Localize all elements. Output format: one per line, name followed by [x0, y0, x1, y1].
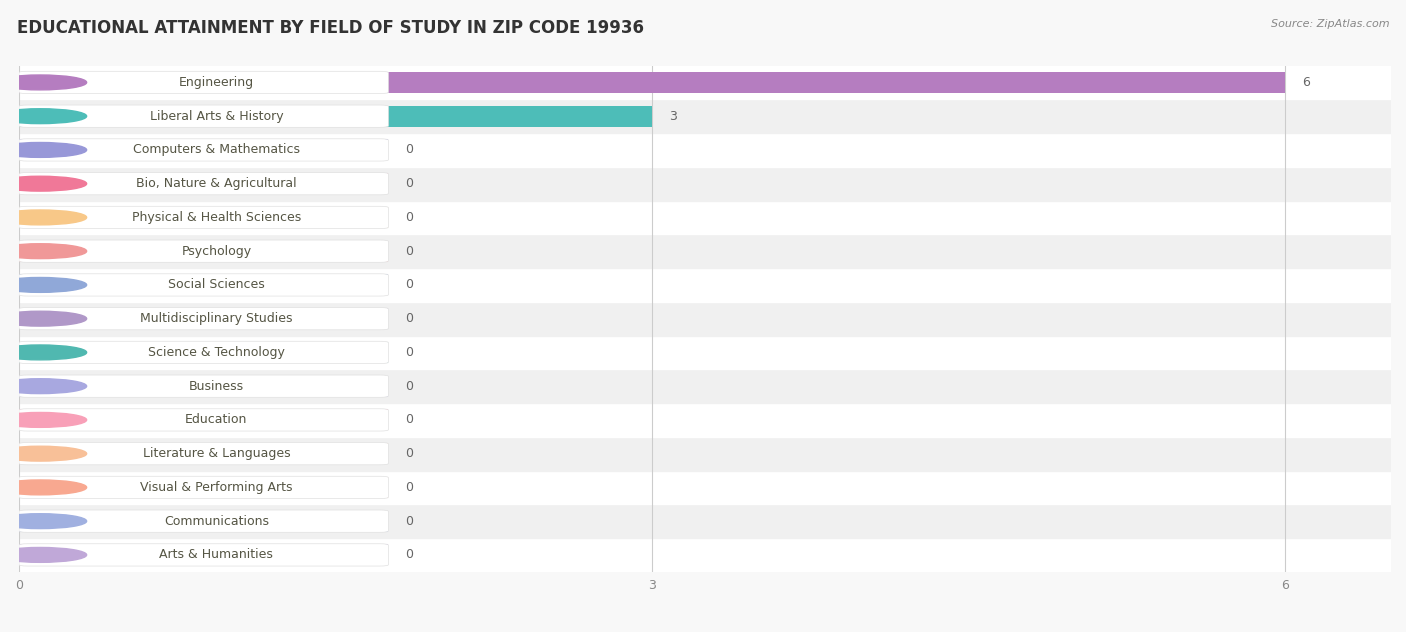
- Bar: [20, 106, 652, 126]
- Bar: [20, 140, 388, 161]
- Bar: [20, 200, 1391, 234]
- Text: Visual & Performing Arts: Visual & Performing Arts: [141, 481, 292, 494]
- Circle shape: [0, 311, 87, 326]
- Bar: [20, 241, 388, 262]
- Bar: [20, 437, 1391, 471]
- Text: Bio, Nature & Agricultural: Bio, Nature & Agricultural: [136, 177, 297, 190]
- Bar: [20, 477, 388, 498]
- Text: Liberal Arts & History: Liberal Arts & History: [149, 110, 283, 123]
- Text: 0: 0: [405, 447, 413, 460]
- Bar: [20, 410, 388, 430]
- Bar: [20, 504, 1391, 538]
- Bar: [20, 274, 388, 295]
- FancyBboxPatch shape: [20, 544, 388, 566]
- Circle shape: [0, 514, 87, 528]
- Bar: [20, 403, 1391, 437]
- Bar: [20, 167, 1391, 200]
- FancyBboxPatch shape: [20, 105, 388, 127]
- FancyBboxPatch shape: [20, 510, 388, 532]
- Circle shape: [0, 379, 87, 394]
- Text: 0: 0: [405, 177, 413, 190]
- Text: Social Sciences: Social Sciences: [167, 279, 264, 291]
- Bar: [20, 72, 1285, 93]
- Bar: [20, 133, 1391, 167]
- Bar: [20, 443, 388, 464]
- Text: 0: 0: [405, 346, 413, 359]
- FancyBboxPatch shape: [20, 375, 388, 398]
- Text: 0: 0: [405, 549, 413, 561]
- Bar: [20, 369, 1391, 403]
- Circle shape: [0, 176, 87, 191]
- Circle shape: [0, 480, 87, 495]
- Text: Computers & Mathematics: Computers & Mathematics: [132, 143, 299, 157]
- Text: Engineering: Engineering: [179, 76, 254, 89]
- Bar: [20, 471, 1391, 504]
- FancyBboxPatch shape: [20, 139, 388, 161]
- Circle shape: [0, 446, 87, 461]
- Circle shape: [0, 413, 87, 427]
- Text: Communications: Communications: [165, 514, 269, 528]
- FancyBboxPatch shape: [20, 308, 388, 330]
- Bar: [20, 207, 388, 228]
- Circle shape: [0, 244, 87, 258]
- Circle shape: [0, 109, 87, 124]
- Bar: [20, 66, 1391, 99]
- Bar: [20, 538, 1391, 572]
- Text: 0: 0: [405, 380, 413, 392]
- Bar: [20, 544, 388, 566]
- Text: 3: 3: [669, 110, 678, 123]
- Text: 0: 0: [405, 514, 413, 528]
- FancyBboxPatch shape: [20, 477, 388, 499]
- Text: Literature & Languages: Literature & Languages: [142, 447, 290, 460]
- Text: EDUCATIONAL ATTAINMENT BY FIELD OF STUDY IN ZIP CODE 19936: EDUCATIONAL ATTAINMENT BY FIELD OF STUDY…: [17, 19, 644, 37]
- Text: Education: Education: [186, 413, 247, 427]
- Circle shape: [0, 75, 87, 90]
- Text: 0: 0: [405, 481, 413, 494]
- FancyBboxPatch shape: [20, 206, 388, 229]
- Bar: [20, 375, 388, 397]
- Bar: [20, 308, 388, 329]
- Text: 0: 0: [405, 211, 413, 224]
- FancyBboxPatch shape: [20, 341, 388, 363]
- Text: 0: 0: [405, 143, 413, 157]
- FancyBboxPatch shape: [20, 274, 388, 296]
- Text: Source: ZipAtlas.com: Source: ZipAtlas.com: [1271, 19, 1389, 29]
- Circle shape: [0, 345, 87, 360]
- Circle shape: [0, 210, 87, 225]
- Bar: [20, 511, 388, 532]
- FancyBboxPatch shape: [20, 173, 388, 195]
- Bar: [20, 336, 1391, 369]
- Bar: [20, 99, 1391, 133]
- FancyBboxPatch shape: [20, 409, 388, 431]
- FancyBboxPatch shape: [20, 442, 388, 465]
- Text: 0: 0: [405, 413, 413, 427]
- FancyBboxPatch shape: [20, 71, 388, 94]
- Bar: [20, 234, 1391, 268]
- Text: 0: 0: [405, 245, 413, 258]
- Text: Psychology: Psychology: [181, 245, 252, 258]
- Bar: [20, 268, 1391, 302]
- Circle shape: [0, 142, 87, 157]
- Text: 0: 0: [405, 279, 413, 291]
- Text: Multidisciplinary Studies: Multidisciplinary Studies: [141, 312, 292, 325]
- Circle shape: [0, 277, 87, 293]
- Circle shape: [0, 547, 87, 562]
- Text: Arts & Humanities: Arts & Humanities: [159, 549, 273, 561]
- FancyBboxPatch shape: [20, 240, 388, 262]
- Text: 6: 6: [1302, 76, 1310, 89]
- Text: Science & Technology: Science & Technology: [148, 346, 285, 359]
- Bar: [20, 342, 388, 363]
- Text: Business: Business: [188, 380, 243, 392]
- Text: Physical & Health Sciences: Physical & Health Sciences: [132, 211, 301, 224]
- Bar: [20, 302, 1391, 336]
- Bar: [20, 173, 388, 194]
- Text: 0: 0: [405, 312, 413, 325]
